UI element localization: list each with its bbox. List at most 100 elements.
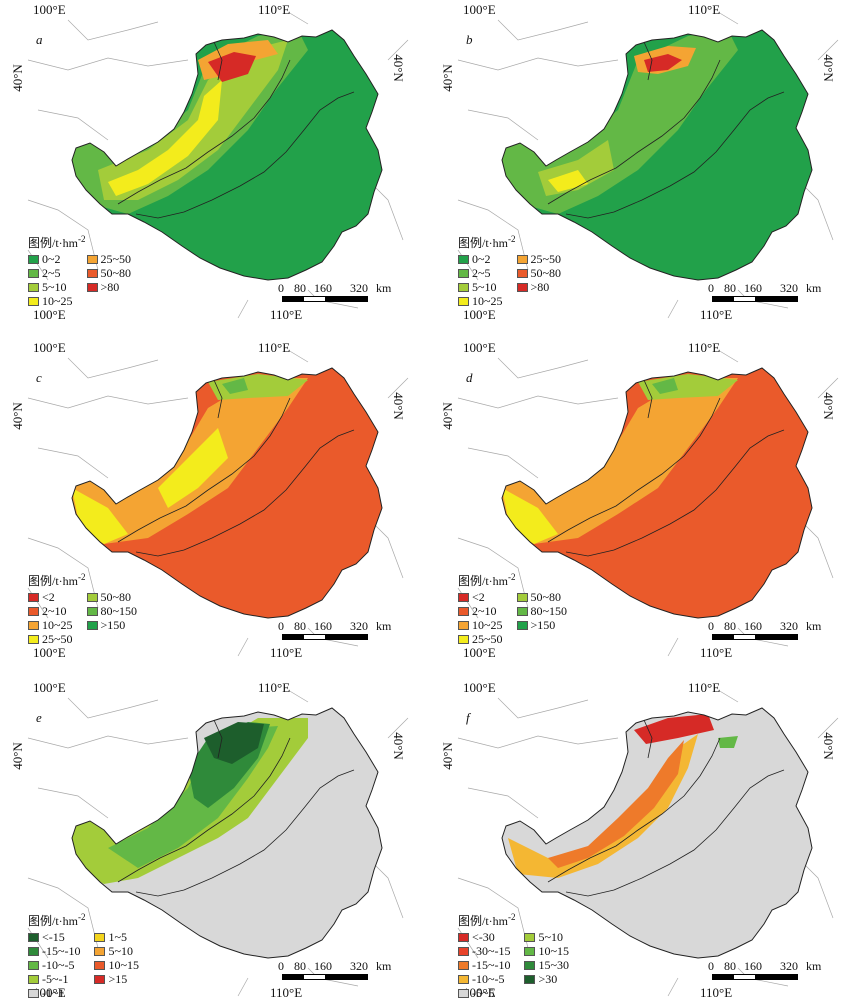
province-boundary (457, 199, 529, 271)
legend-swatch (94, 947, 106, 956)
map-panel-e: 100°E 110°E 100°E 110°E 40°N 40°N e 图例/t·hm-2 <-… (8, 678, 428, 1003)
legend-swatch (28, 283, 39, 292)
class-1-fill (634, 714, 714, 744)
legend-label: <-30 (472, 930, 495, 944)
scale-tick-label: 160 (744, 619, 762, 633)
province-boundary (467, 787, 539, 819)
province-boundary (457, 395, 619, 409)
legend-label: -10~-5 (42, 958, 75, 972)
lon-label-100-top: 100°E (463, 340, 496, 355)
scale-unit: km (806, 619, 822, 633)
lon-label-110-bottom: 110°E (270, 645, 303, 660)
legend-title-exponent: -2 (508, 572, 516, 582)
scale-bar-graphic (282, 634, 368, 640)
legend-swatch (28, 255, 39, 264)
loess-plateau-outline (501, 367, 813, 619)
legend-label: 10~25 (472, 294, 503, 308)
legend-label: 50~80 (530, 590, 562, 604)
scale-tick-label: 160 (314, 959, 332, 973)
legend-swatch (94, 933, 106, 942)
legend-title-text: 图例/t·hm (458, 236, 508, 250)
legend-item: -10~-5 (458, 972, 510, 986)
scale-tick-label: 80 (294, 619, 306, 633)
legend-item: -5~-1 (28, 972, 80, 986)
class-7-fill (644, 54, 682, 72)
province-boundary (467, 447, 539, 479)
legend-label: 25~50 (530, 252, 562, 266)
class-3-fill (502, 378, 738, 544)
legend-label: -30~-15 (472, 944, 511, 958)
loess-plateau-outline (71, 707, 383, 959)
province-boundary (27, 395, 189, 409)
province-boundary (237, 977, 249, 997)
scale-tick-label: 320 (780, 619, 798, 633)
province-boundary (497, 697, 589, 719)
scale-tick-label: 320 (780, 959, 798, 973)
legend-title-exponent: -2 (508, 912, 516, 922)
lon-label-100-bottom: 100°E (33, 307, 66, 322)
legend-item: 2~5 (458, 266, 503, 280)
panel-letter: f (466, 710, 470, 725)
legend-label: 10~25 (472, 618, 503, 632)
legend-swatch (28, 989, 39, 998)
province-boundary (457, 735, 619, 749)
scale-tick-label: 80 (724, 959, 736, 973)
legend-swatch (458, 255, 469, 264)
map-canvas (457, 689, 839, 997)
province-boundary (37, 447, 109, 479)
legend-swatch (86, 607, 98, 616)
scale-bar: 0 80 160 320 km (708, 281, 826, 309)
legend-swatch (516, 269, 528, 278)
subregion-boundary (547, 59, 721, 205)
legend-item: 2~10 (458, 604, 503, 618)
lon-label-110-top: 110°E (258, 680, 291, 695)
legend-item: -10~-5 (28, 958, 80, 972)
subregion-boundary (213, 719, 223, 759)
scale-tick-label: 0 (278, 959, 284, 973)
legend-swatch (458, 989, 469, 998)
legend-item: 1~5 (94, 930, 139, 944)
province-boundary (27, 537, 99, 609)
legend-label: 80~150 (530, 604, 568, 618)
province-boundary (37, 787, 109, 819)
panel-letter: d (466, 370, 473, 385)
subregion-boundary (213, 379, 223, 419)
legend-label: -1~1 (42, 986, 65, 1000)
legend-item: 50~80 (516, 266, 562, 280)
class-7-fill (718, 736, 738, 748)
province-boundary (717, 689, 739, 703)
province-boundary (237, 637, 249, 657)
province-boundary (67, 697, 159, 719)
legend-label: -10~-5 (472, 972, 505, 986)
legend-label: 50~80 (530, 266, 562, 280)
scale-unit: km (806, 959, 822, 973)
lon-label-110-top: 110°E (258, 2, 291, 17)
legend-title: 图例/t·hm-2 (458, 572, 567, 589)
legend-label: 5~10 (108, 944, 133, 958)
subregion-boundary (547, 397, 721, 543)
legend-label: 0~2 (472, 252, 491, 266)
lat-label-40-left: 40°N (9, 64, 25, 92)
scale-tick-label: 0 (708, 959, 714, 973)
legend-label: 2~5 (472, 266, 491, 280)
scale-bar-graphic (282, 296, 368, 302)
legend-swatch (458, 607, 469, 616)
map-panel-f: 100°E 110°E 100°E 110°E 40°N 40°N f 图例/t·hm-2 <-… (438, 678, 858, 1003)
legend-swatch (524, 961, 536, 970)
legend-title-exponent: -2 (508, 234, 516, 244)
class-5-fill (638, 374, 738, 400)
province-boundary (67, 19, 159, 41)
legend-label: 50~80 (100, 590, 132, 604)
scale-tick-label: 320 (780, 281, 798, 295)
legend-label: >80 (530, 280, 550, 294)
legend-items: 0~2 2~5 5~10 10~25 25~50 50~80 >80 (458, 252, 562, 308)
legend-item: 10~25 (458, 618, 503, 632)
lon-label-100-top: 100°E (463, 680, 496, 695)
province-boundary (27, 199, 99, 271)
legend-swatch (458, 933, 469, 942)
legend-swatch (524, 933, 536, 942)
subregion-boundary (643, 719, 653, 759)
panel-letter: e (36, 710, 42, 725)
lat-label-40-right: 40°N (820, 392, 836, 420)
legend-item: 2~10 (28, 604, 73, 618)
